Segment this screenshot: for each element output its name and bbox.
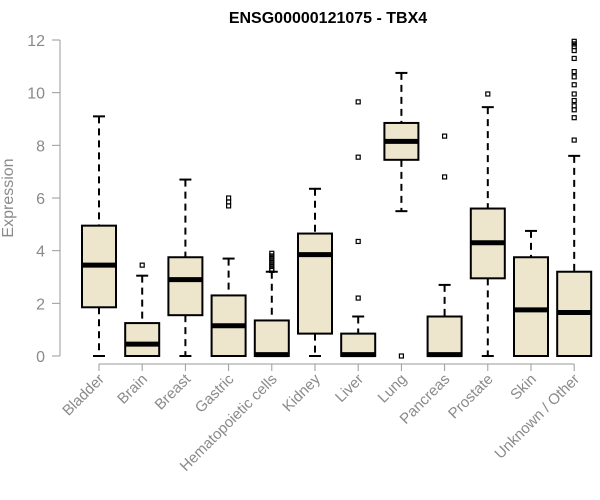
box-7 [383, 71, 420, 359]
y-tick-label: 6 [36, 191, 45, 208]
outlier-point [355, 154, 361, 160]
box-6 [340, 99, 377, 358]
box-11 [556, 38, 593, 358]
outlier-point [269, 258, 275, 264]
x-tick-label: Liver [332, 371, 367, 406]
outlier-point [269, 263, 275, 270]
y-axis: 0 2 4 6 8 10 12 [27, 33, 61, 366]
outlier-point [226, 195, 232, 201]
outlier-point [571, 103, 577, 109]
box-4 [253, 250, 290, 358]
outlier-point [571, 97, 577, 104]
x-tick-label: Lung [375, 371, 411, 407]
outlier-point [355, 99, 361, 105]
x-tick-label: Breast [152, 370, 195, 413]
box-iqr [513, 256, 549, 357]
outlier-point [571, 43, 577, 50]
outlier-point [442, 174, 448, 180]
outlier-point [571, 68, 577, 75]
box-9 [469, 91, 506, 357]
y-axis-label: Expression [0, 158, 17, 237]
box-8 [426, 133, 463, 358]
outlier-point [571, 115, 577, 121]
box-iqr [253, 319, 290, 358]
outlier-point [571, 38, 577, 44]
box-iqr [426, 315, 463, 357]
y-tick-label: 12 [27, 33, 45, 50]
y-tick-label: 2 [36, 296, 45, 313]
y-tick-label: 10 [27, 86, 45, 103]
outlier-point [355, 295, 361, 301]
x-tick-label: Kidney [279, 370, 324, 415]
box-iqr [167, 256, 204, 317]
outlier-point [269, 253, 275, 259]
outlier-point [571, 74, 577, 80]
outlier-point [398, 353, 404, 359]
outlier-point [269, 250, 275, 256]
x-tick-label: Prostate [445, 371, 497, 423]
box-5 [297, 187, 333, 357]
x-tick-label: Bladder [59, 371, 108, 420]
outlier-point [571, 41, 577, 47]
y-tick-label: 0 [36, 349, 45, 366]
outlier-point [355, 238, 361, 245]
box-iqr [297, 232, 333, 335]
outlier-point [571, 55, 577, 62]
outlier-point [139, 262, 145, 268]
outlier-point [269, 255, 275, 262]
box-0 [81, 115, 117, 357]
outlier-point [571, 91, 577, 97]
box-10 [513, 229, 549, 357]
chart-title: ENSG00000121075 - TBX4 [229, 10, 427, 27]
outlier-point [571, 82, 577, 88]
outlier-point [269, 261, 275, 267]
boxes-group [81, 38, 593, 359]
outlier-point [485, 91, 491, 97]
box-iqr [124, 322, 161, 358]
box-3 [210, 195, 247, 357]
x-tick-label: Brain [114, 371, 151, 408]
y-tick-label: 8 [36, 138, 45, 155]
outlier-point [571, 137, 577, 143]
outlier-point [442, 133, 448, 139]
x-tick-label: Skin [507, 371, 540, 404]
outlier-point [269, 266, 275, 272]
box-1 [124, 262, 161, 358]
box-2 [167, 178, 204, 357]
y-tick-label: 4 [36, 244, 45, 261]
